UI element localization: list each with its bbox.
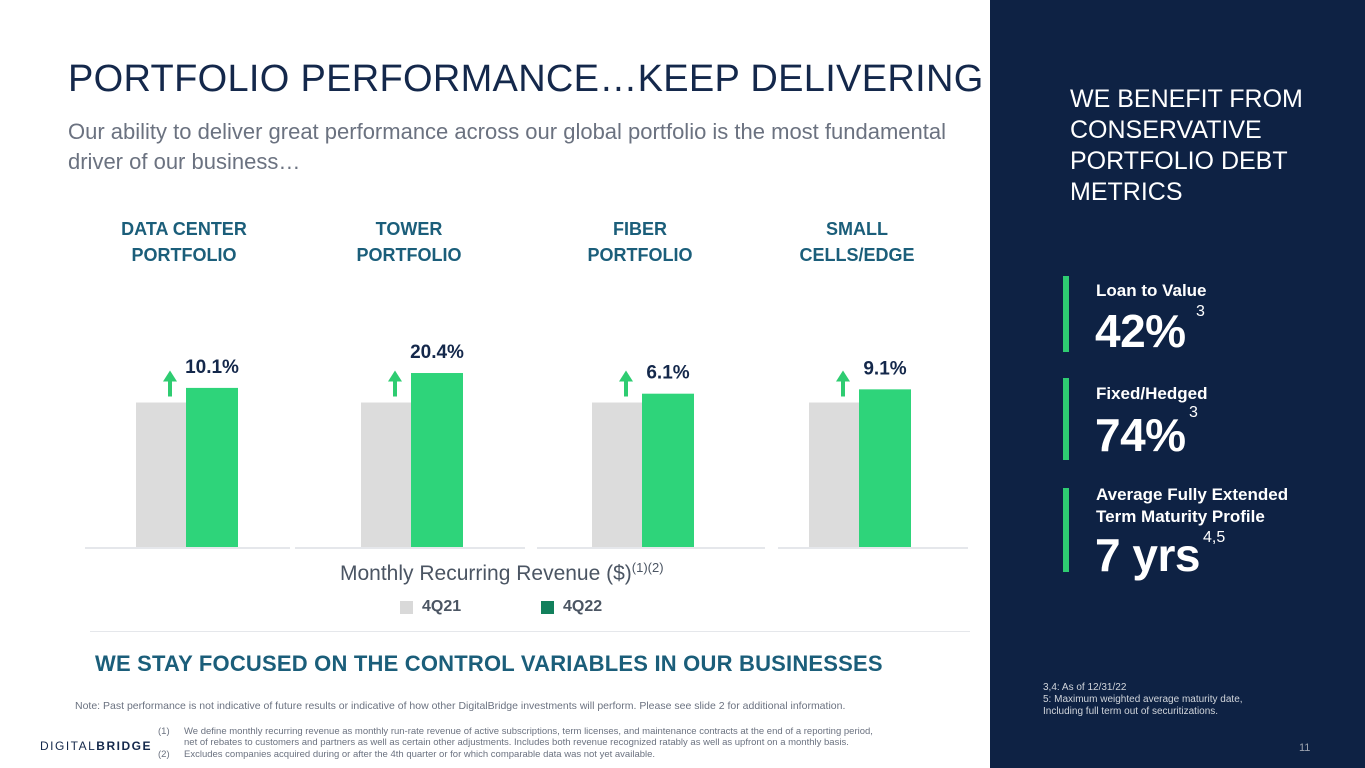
category-header-line: PORTFOLIO <box>356 245 462 265</box>
mrr-chart: 10.1% 20.4% 6.1% 9.1% DATA CENTER PORTFOLIO T… <box>84 216 968 616</box>
panel-footnote: Including full term out of securitizatio… <box>1043 706 1219 717</box>
category-header-data-center-portfolio: DATA CENTER PORTFOLIO <box>84 216 284 268</box>
category-header-small-cells-edge: SMALL CELLS/EDGE <box>757 216 957 268</box>
data-label-fiber-portfolio: 6.1% <box>646 363 689 384</box>
chart-x-label: Monthly Recurring Revenue ($)(1)(2) <box>340 560 664 585</box>
bar-4q21-tower-portfolio <box>361 402 413 547</box>
growth-arrow-icon-tower-portfolio <box>388 370 402 382</box>
metric-accent-bar <box>1063 488 1069 572</box>
chart-x-label-footnote: (1)(2) <box>631 560 664 575</box>
category-header-fiber-portfolio: FIBER PORTFOLIO <box>540 216 740 268</box>
category-header-line: PORTFOLIO <box>587 245 693 265</box>
bar-4q22-tower-portfolio <box>411 373 463 547</box>
metric-footnote-ref: 3 <box>1189 404 1198 421</box>
data-label-data-center-portfolio: 10.1% <box>185 357 239 378</box>
data-label-small-cells-edge: 9.1% <box>863 358 906 379</box>
growth-arrow-icon-data-center-portfolio <box>163 370 177 382</box>
footnote-number: (2) <box>158 749 170 760</box>
legend-label-4q22: 4Q22 <box>563 598 603 615</box>
metric-label: Average Fully Extended Term Maturity Pro… <box>1096 485 1289 526</box>
bar-4q22-small-cells-edge <box>859 389 911 547</box>
mrr-chart-svg: 10.1% 20.4% 6.1% 9.1% <box>85 342 968 549</box>
disclaimer-note: Note: Past performance is not indicative… <box>75 700 846 712</box>
digitalbridge-logo: DIGITALBRIDGE <box>40 739 152 753</box>
metric-value: 7 yrs <box>1095 529 1200 581</box>
metric-footnote-ref: 4,5 <box>1203 529 1226 546</box>
growth-arrow-icon-fiber-portfolio <box>619 370 633 382</box>
footnote-number: (1) <box>158 726 170 737</box>
bar-4q21-small-cells-edge <box>809 402 861 547</box>
data-label-tower-portfolio: 20.4% <box>410 342 464 363</box>
category-header-tower-portfolio: TOWER PORTFOLIO <box>309 216 509 268</box>
debt-metrics-panel: WE BENEFIT FROM CONSERVATIVE PORTFOLIO D… <box>990 0 1365 768</box>
page-subtitle: Our ability to deliver great performance… <box>68 119 946 174</box>
legend-item-4q21: 4Q21 <box>400 598 461 616</box>
category-header-line: DATA CENTER <box>121 219 247 239</box>
category-header-line: TOWER <box>375 219 443 239</box>
category-header-line: PORTFOLIO <box>131 245 237 265</box>
footnote-text: We define monthly recurring revenue as m… <box>184 726 873 748</box>
footnote-text: Excludes companies acquired during or af… <box>184 749 656 760</box>
metric-label: Loan to Value <box>1096 281 1207 300</box>
metric-accent-bar <box>1063 276 1069 352</box>
category-header-line: FIBER <box>613 219 667 239</box>
legend-swatch-4q21 <box>400 600 413 614</box>
page-number: 11 <box>1299 742 1311 754</box>
bar-4q22-data-center-portfolio <box>186 387 238 547</box>
panel-footnote: 5: Maximum weighted average maturity dat… <box>1043 694 1243 705</box>
category-header-line: SMALL <box>826 219 888 239</box>
panel-footnote: 3,4: As of 12/31/22 <box>1043 682 1127 693</box>
focus-statement: WE STAY FOCUSED ON THE CONTROL VARIABLES… <box>95 651 883 676</box>
legend-swatch-4q22 <box>541 600 554 614</box>
metric-label: Fixed/Hedged <box>1096 384 1208 403</box>
legend-label-4q21: 4Q21 <box>422 598 462 615</box>
metric-value: 74% <box>1095 409 1186 461</box>
bar-4q22-fiber-portfolio <box>642 393 694 547</box>
growth-arrow-icon-small-cells-edge <box>836 370 850 382</box>
bar-4q21-data-center-portfolio <box>136 402 188 547</box>
metric-value: 42% <box>1095 305 1186 357</box>
metric-footnote-ref: 3 <box>1196 303 1205 320</box>
legend-item-4q22: 4Q22 <box>541 598 602 616</box>
category-header-line: CELLS/EDGE <box>799 245 915 265</box>
metric-accent-bar <box>1063 378 1069 460</box>
divider <box>90 631 970 632</box>
bar-4q21-fiber-portfolio <box>592 402 644 547</box>
panel-title: WE BENEFIT FROM CONSERVATIVE PORTFOLIO D… <box>1070 85 1303 206</box>
page-title: PORTFOLIO PERFORMANCE…KEEP DELIVERING <box>68 58 984 100</box>
